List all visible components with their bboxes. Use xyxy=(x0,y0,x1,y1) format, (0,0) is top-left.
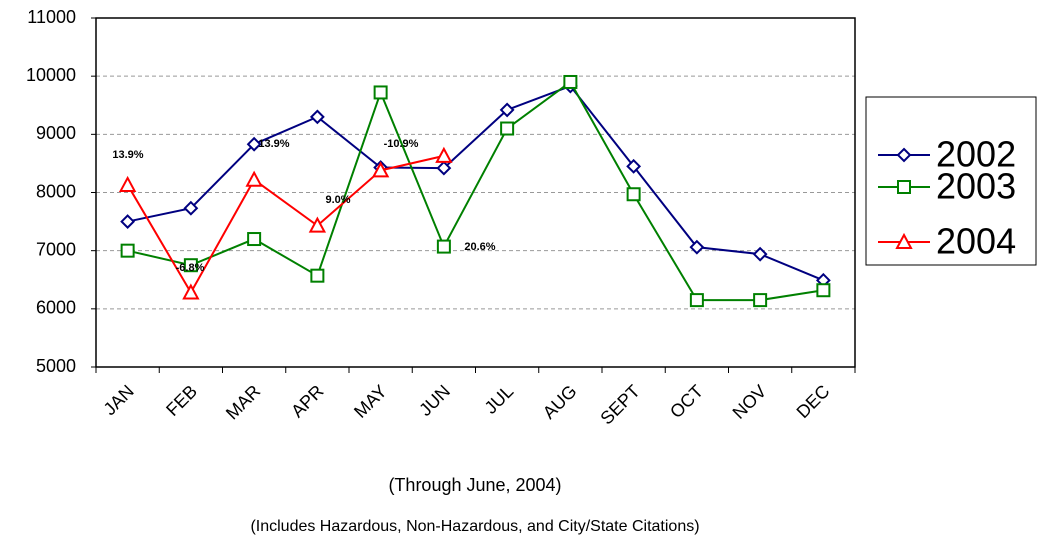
y-tick-label: 8000 xyxy=(36,181,76,201)
marker xyxy=(626,187,641,202)
marker xyxy=(689,239,705,255)
marker xyxy=(182,283,200,300)
x-tick-label: DEC xyxy=(793,381,834,422)
x-tick-label: MAY xyxy=(350,381,391,422)
x-tick-label: AUG xyxy=(539,381,581,423)
marker xyxy=(897,180,911,194)
legend-label: 2002 xyxy=(936,134,1016,175)
x-tick-label: MAR xyxy=(222,381,264,423)
marker xyxy=(436,160,452,176)
marker xyxy=(436,239,451,254)
y-tick-label: 7000 xyxy=(36,239,76,259)
x-tick-label: APR xyxy=(287,381,327,421)
marker xyxy=(435,146,453,163)
note: (Includes Hazardous, Non-Hazardous, and … xyxy=(250,518,699,535)
annotation: 13.9% xyxy=(258,138,289,150)
legend-label: 2004 xyxy=(936,221,1016,262)
y-tick-label: 6000 xyxy=(36,298,76,318)
legend-label: 2003 xyxy=(936,166,1016,207)
marker xyxy=(310,268,325,283)
marker xyxy=(247,232,262,247)
x-tick-label: FEB xyxy=(162,381,201,420)
y-tick-label: 11000 xyxy=(27,7,76,27)
y-tick-label: 5000 xyxy=(36,356,76,376)
marker xyxy=(245,170,263,187)
annotation: -10.9% xyxy=(384,138,419,150)
x-tick-label: NOV xyxy=(729,381,771,423)
y-tick-label: 10000 xyxy=(26,65,76,85)
marker xyxy=(120,214,136,229)
marker xyxy=(816,283,831,298)
marker xyxy=(500,121,515,136)
series-line xyxy=(127,80,824,302)
annotation: 13.9% xyxy=(112,149,143,161)
y-tick-label: 9000 xyxy=(36,123,76,143)
marker xyxy=(309,109,325,125)
marker xyxy=(308,216,327,233)
annotation: 20.6% xyxy=(464,241,495,253)
marker xyxy=(183,258,198,273)
marker xyxy=(120,243,135,258)
subtitle: (Through June, 2004) xyxy=(388,475,561,495)
x-tick-label: OCT xyxy=(666,381,707,422)
marker xyxy=(753,293,768,308)
annotation: -6.8% xyxy=(176,262,205,274)
x-tick-label: JAN xyxy=(100,381,138,419)
marker xyxy=(626,158,642,174)
marker xyxy=(371,161,390,178)
x-tick-label: JUN xyxy=(415,381,454,420)
marker xyxy=(752,246,768,262)
x-tick-label: JUL xyxy=(481,381,518,418)
marker xyxy=(563,74,578,89)
marker xyxy=(896,147,912,163)
marker xyxy=(499,102,515,118)
annotation: 9.0% xyxy=(325,194,350,206)
marker xyxy=(183,200,199,216)
marker xyxy=(118,175,137,192)
marker xyxy=(246,136,262,152)
marker xyxy=(373,85,388,100)
legend-box xyxy=(865,96,1037,266)
marker xyxy=(689,293,704,308)
x-tick-label: SEPT xyxy=(596,381,643,428)
series-line xyxy=(127,84,824,282)
series-line xyxy=(126,154,445,295)
marker xyxy=(895,232,913,249)
